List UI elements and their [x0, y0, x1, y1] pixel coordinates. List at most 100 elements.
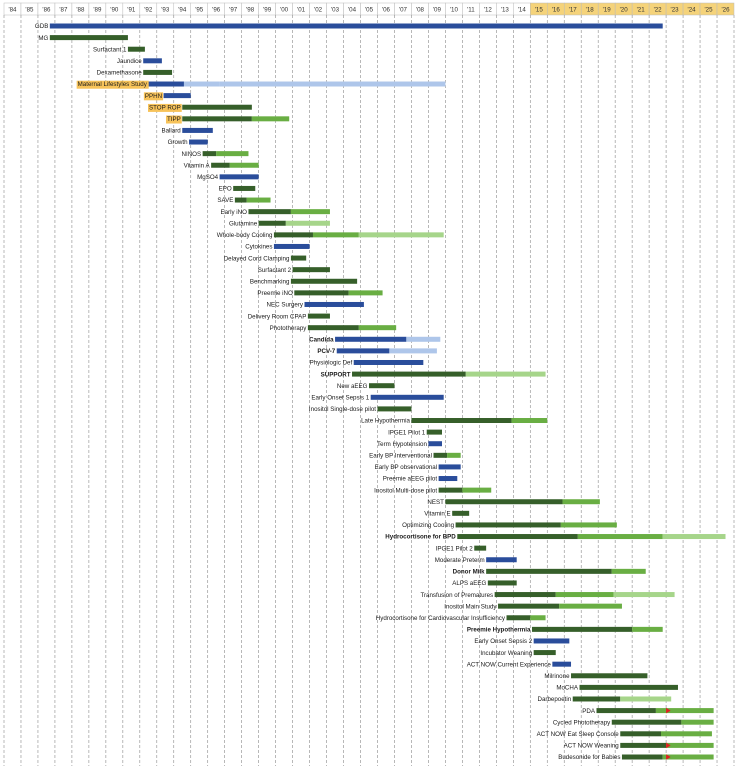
year-tick-label: '08	[416, 7, 425, 14]
study-bar-segment	[182, 127, 213, 133]
study-bar-segment	[358, 325, 397, 331]
study-bar-segment	[229, 162, 259, 168]
study-bar-segment	[445, 499, 563, 505]
year-tick-label: '24	[688, 7, 697, 14]
study-label: TIPP	[167, 116, 181, 123]
study-bar-segment	[620, 696, 672, 702]
study-bar-segment	[498, 603, 560, 609]
study-bar-segment	[183, 81, 220, 87]
year-tick-label: '03	[331, 7, 340, 14]
study-bar-segment	[457, 534, 578, 540]
year-tick-label: '22	[654, 7, 663, 14]
year-tick-label: '97	[229, 7, 238, 14]
study-bar-segment	[248, 209, 291, 215]
study-label: PCV-7	[317, 348, 335, 355]
study-bar-segment	[292, 267, 330, 273]
study-bar-segment	[552, 661, 572, 667]
year-tick-label: '05	[365, 7, 374, 14]
year-tick-label: '06	[382, 7, 391, 14]
year-tick-label: '98	[246, 7, 255, 14]
year-tick-label: '13	[501, 7, 510, 14]
study-bar-segment	[273, 232, 313, 238]
study-label: Inositol Multi-dose pilot	[374, 487, 437, 494]
study-bar-segment	[163, 93, 191, 99]
study-bar-segment	[611, 719, 682, 725]
study-label: Early BP Interventional	[369, 453, 432, 460]
study-bar-segment	[49, 35, 128, 41]
study-bar-segment	[389, 348, 437, 354]
study-label: Donor Milk	[453, 569, 486, 576]
study-label: Budesonide for Babies	[558, 754, 620, 761]
study-bar-segment	[182, 104, 252, 110]
study-label: Preemie aEEG pilot	[383, 476, 438, 483]
study-bar-segment	[438, 487, 463, 493]
year-gridlines	[3, 15, 735, 766]
study-label: SAVE	[217, 197, 233, 204]
study-label: Candida	[309, 336, 334, 343]
year-axis: '84 '85 '86 '87 '88 '89 '90 '91 '92 '93 '94 '95 '96 '…	[3, 2, 735, 16]
year-tick-label: '14	[518, 7, 527, 14]
study-label: Preemie iNO	[257, 290, 293, 297]
study-label: Benchmarking	[250, 278, 290, 285]
study-label: MoCHA	[556, 685, 579, 692]
year-tick-label: '00	[280, 7, 289, 14]
study-label: ACT NOW Weaning	[564, 743, 620, 750]
study-label: EPO	[219, 186, 232, 193]
study-bar-segment	[455, 522, 561, 528]
year-tick-label: '96	[212, 7, 221, 14]
study-bar-segment	[219, 81, 446, 87]
study-label: Delivery Room CPAP	[248, 313, 307, 320]
red-flag-marker	[666, 742, 671, 749]
study-bar-segment	[348, 290, 383, 296]
study-label: Incubator Weaning	[480, 650, 532, 657]
study-bar-segment	[511, 418, 548, 424]
study-bar-segment	[304, 301, 364, 307]
year-tick-label: '87	[59, 7, 68, 14]
study-bars	[49, 23, 726, 760]
study-bar-segment	[562, 499, 600, 505]
study-bar-segment	[233, 185, 256, 191]
study-label-highlight	[148, 103, 182, 112]
red-flag-marker	[666, 754, 671, 760]
year-tick-label: '92	[144, 7, 153, 14]
study-label-highlight	[143, 92, 164, 101]
year-tick-label: '19	[603, 7, 612, 14]
study-bar-segment	[577, 534, 663, 540]
study-bar-segment	[579, 684, 678, 690]
study-bar-segment	[285, 220, 330, 226]
study-label: Maternal Lifestyles Study	[78, 81, 148, 88]
year-tick-label: '84	[8, 7, 17, 14]
study-bar-segment	[447, 452, 461, 458]
study-bar-segment	[494, 592, 556, 598]
study-bar-segment	[406, 336, 441, 342]
study-label: Early Onset Sepsis 1	[311, 395, 369, 402]
year-tick-label: '02	[314, 7, 323, 14]
year-tick-label: '15	[535, 7, 544, 14]
study-label-highlight	[165, 115, 182, 124]
study-bar-segment	[487, 580, 517, 586]
study-bar-segment	[531, 626, 633, 632]
study-bar-segment	[143, 58, 162, 64]
study-label: Inositol Main Study	[444, 603, 497, 610]
study-label: Hydrocortisone for Cardiovascular Insuff…	[376, 615, 506, 622]
study-label: Hydrocortisone for BPD	[385, 534, 456, 541]
red-flag-marker	[666, 707, 671, 714]
study-bar-segment	[189, 139, 208, 145]
study-bar-segment	[486, 568, 612, 574]
year-tick-label: '85	[25, 7, 34, 14]
study-label: Darbepoetin	[538, 696, 572, 703]
study-bar-segment	[611, 568, 646, 574]
study-label: NINOS	[182, 151, 202, 158]
study-label: Inositol Single-dose pilot	[309, 406, 376, 413]
study-bar-segment	[428, 441, 442, 447]
study-bar-segment	[307, 313, 330, 319]
year-tick-label: '11	[467, 7, 475, 14]
year-tick-label: '10	[450, 7, 459, 14]
year-header-cell	[716, 2, 735, 16]
year-tick-label: '99	[263, 7, 272, 14]
study-bar-segment	[533, 638, 570, 644]
study-bar-segment	[411, 418, 512, 424]
study-label: Whole-body Cooling	[217, 232, 273, 239]
study-bar-segment	[662, 534, 726, 540]
study-bar-segment	[572, 696, 621, 702]
